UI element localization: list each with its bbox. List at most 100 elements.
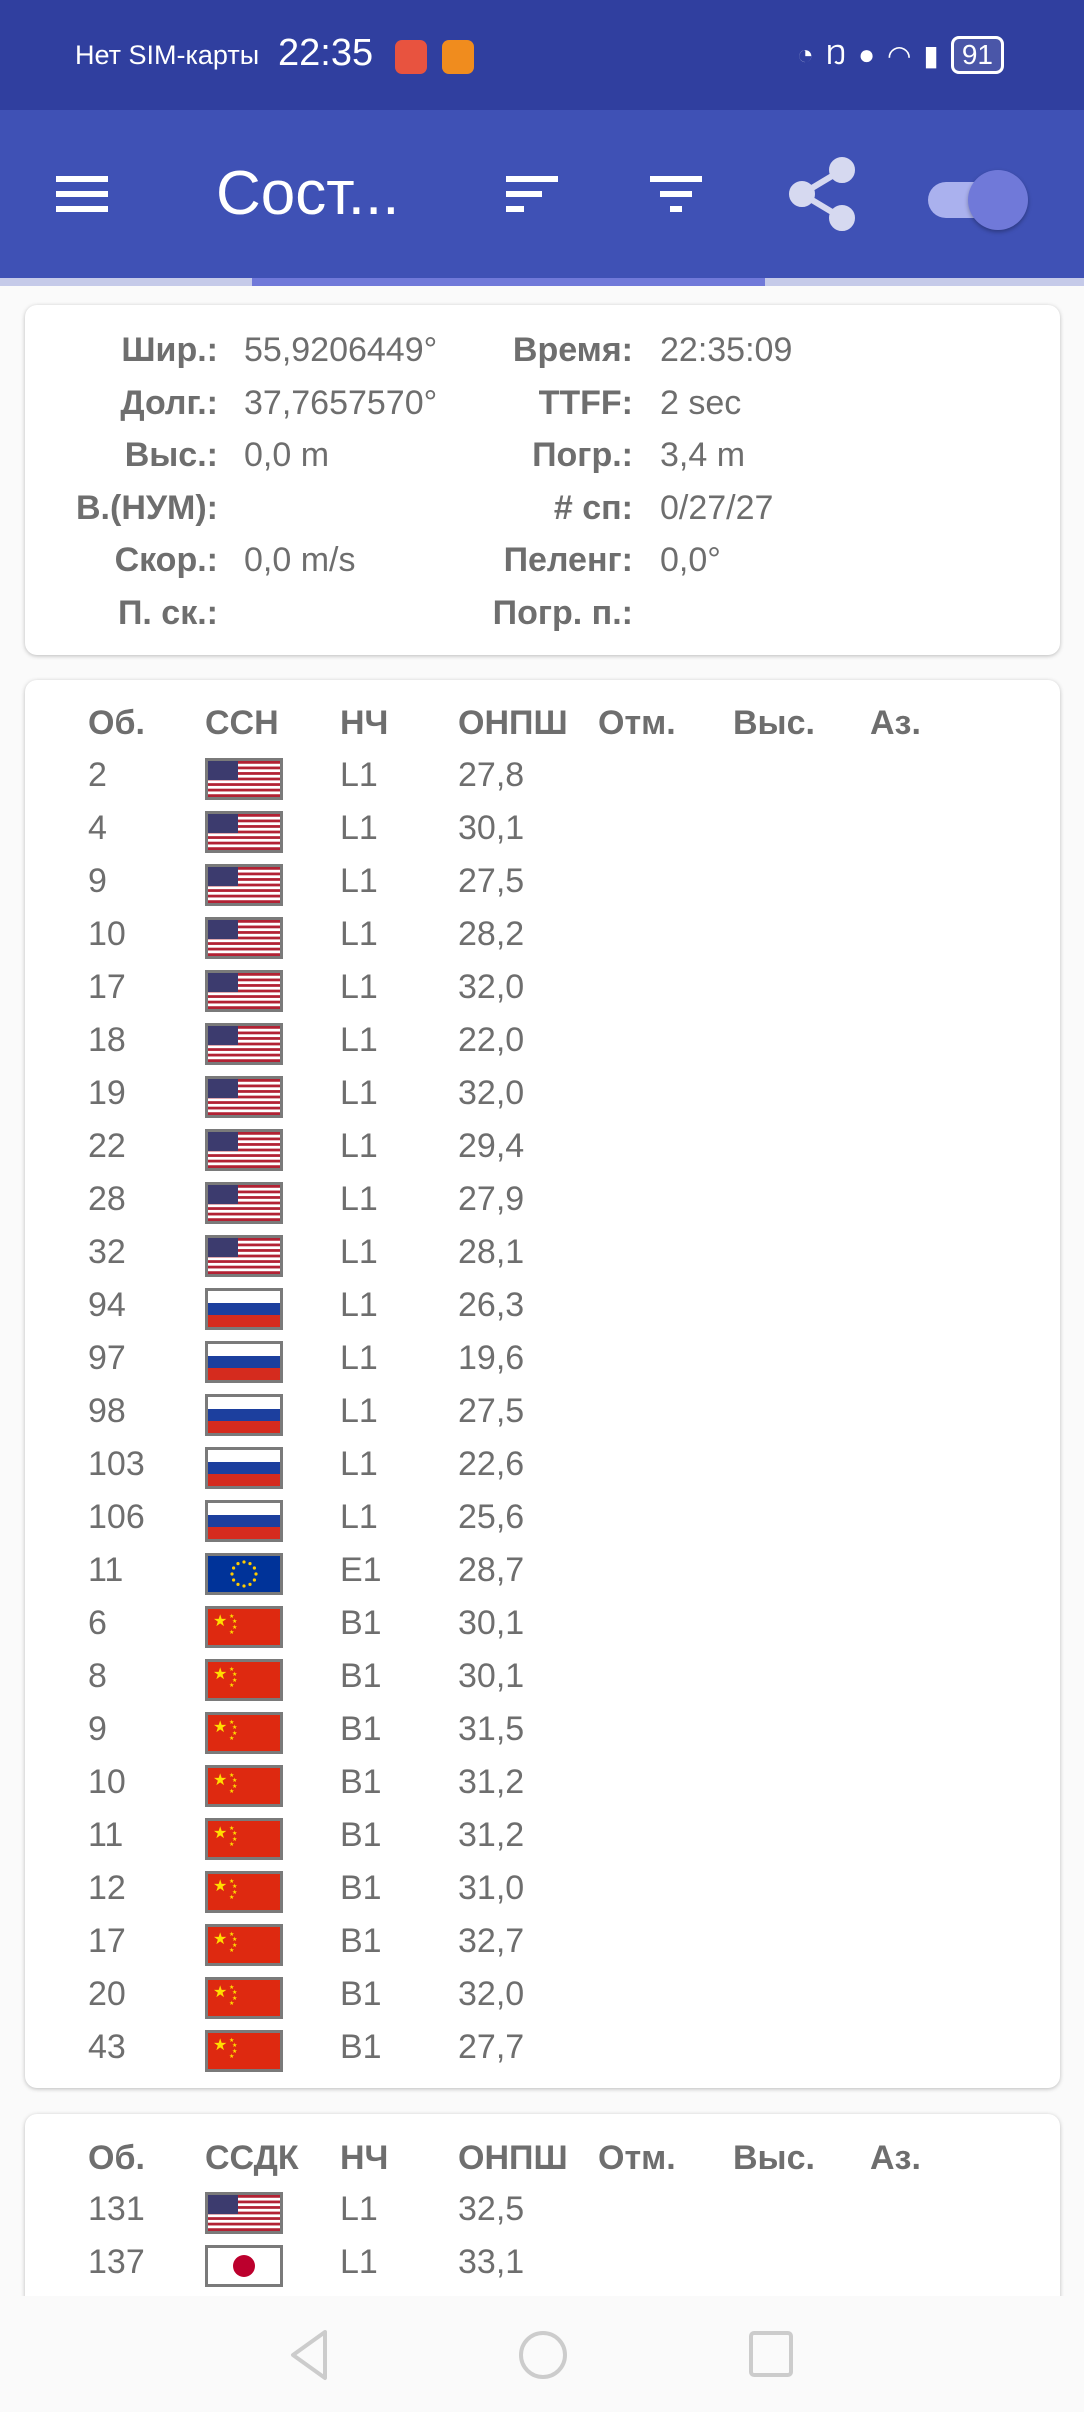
table-row[interactable]: 32 L1 28,1 bbox=[25, 1233, 1060, 1283]
svg-text:★: ★ bbox=[232, 1995, 237, 2002]
satellite-id: 98 bbox=[88, 1392, 126, 1430]
table-row[interactable]: 12 ★ ★ ★ ★ ★ B1 31,0 bbox=[25, 1869, 1060, 1919]
svg-text:★: ★ bbox=[232, 1942, 237, 1949]
back-icon[interactable] bbox=[285, 2328, 335, 2382]
frequency-band: B1 bbox=[340, 1816, 382, 1854]
satellite-id: 97 bbox=[88, 1339, 126, 1377]
table-row[interactable]: 8 ★ ★ ★ ★ ★ B1 30,1 bbox=[25, 1657, 1060, 1707]
svg-text:★: ★ bbox=[213, 1984, 227, 2001]
fix-label: Долг.: bbox=[120, 383, 218, 422]
table-row[interactable]: 98 L1 27,5 bbox=[25, 1392, 1060, 1442]
fix-info-card: Шир.: 55,9206449° Долг.: 37,7657570° Выс.: 0,… bbox=[25, 305, 1060, 655]
column-header: ОНПШ bbox=[458, 704, 568, 742]
svg-text:★: ★ bbox=[229, 1841, 234, 1848]
column-header: Аз. bbox=[870, 2139, 921, 2177]
svg-text:★: ★ bbox=[232, 1836, 237, 1843]
frequency-band: L1 bbox=[340, 756, 378, 794]
table-row[interactable]: 11 ★ ★ ★ ★ ★ B1 31,2 bbox=[25, 1816, 1060, 1866]
frequency-band: B1 bbox=[340, 1869, 382, 1907]
tab-indicator[interactable] bbox=[252, 278, 765, 286]
sort-icon[interactable] bbox=[502, 164, 562, 224]
svg-text:★: ★ bbox=[229, 2000, 234, 2007]
toggle-switch[interactable] bbox=[928, 170, 1028, 230]
table-row[interactable]: 19 L1 32,0 bbox=[25, 1074, 1060, 1124]
cn0-value: 31,0 bbox=[458, 1869, 525, 1907]
fix-label: Время: bbox=[512, 331, 633, 369]
share-icon[interactable] bbox=[786, 156, 858, 232]
table-row[interactable]: 9 L1 27,5 bbox=[25, 862, 1060, 912]
svg-text:★: ★ bbox=[232, 1830, 237, 1837]
fix-value: 0,0° bbox=[660, 541, 721, 579]
cn0-value: 32,0 bbox=[458, 1074, 525, 1112]
filter-icon[interactable] bbox=[646, 164, 706, 224]
table-row[interactable]: 22 L1 29,4 bbox=[25, 1127, 1060, 1177]
table-row[interactable]: 28 L1 27,9 bbox=[25, 1180, 1060, 1230]
cn0-value: 33,1 bbox=[458, 2243, 525, 2281]
satellite-id: 131 bbox=[88, 2190, 145, 2228]
satellite-id: 17 bbox=[88, 968, 126, 1006]
svg-text:★: ★ bbox=[232, 1783, 237, 1790]
table-row[interactable]: 43 ★ ★ ★ ★ ★ B1 27,7 bbox=[25, 2028, 1060, 2078]
flag-us-icon bbox=[205, 811, 283, 853]
table-row[interactable]: 4 L1 30,1 bbox=[25, 809, 1060, 859]
speedometer-icon: ◔ bbox=[796, 39, 814, 70]
table-row[interactable]: 106 L1 25,6 bbox=[25, 1498, 1060, 1548]
menu-icon[interactable] bbox=[52, 164, 112, 224]
column-header: Об. bbox=[88, 2139, 145, 2177]
column-header: Отм. bbox=[598, 2139, 676, 2177]
fix-value: 0,0 m/s bbox=[244, 541, 356, 579]
flag-ru-icon bbox=[205, 1288, 283, 1330]
frequency-band: L1 bbox=[340, 862, 378, 900]
cn0-value: 30,1 bbox=[458, 1657, 525, 1695]
fix-label: В.(НУМ): bbox=[76, 488, 218, 527]
frequency-band: L1 bbox=[340, 1074, 378, 1112]
column-header: Отм. bbox=[598, 704, 676, 742]
svg-text:★: ★ bbox=[232, 1618, 237, 1625]
flag-us-icon bbox=[205, 758, 283, 800]
table-row[interactable]: 17 ★ ★ ★ ★ ★ B1 32,7 bbox=[25, 1922, 1060, 1972]
satellite-id: 17 bbox=[88, 1922, 126, 1960]
fix-label: Пеленг: bbox=[503, 541, 633, 579]
table-row[interactable]: 18 L1 22,0 bbox=[25, 1021, 1060, 1071]
satellite-id: 137 bbox=[88, 2243, 145, 2281]
cn0-value: 26,3 bbox=[458, 1286, 525, 1324]
cn0-value: 29,4 bbox=[458, 1127, 525, 1165]
table-row[interactable]: 103 L1 22,6 bbox=[25, 1445, 1060, 1495]
table-row[interactable]: 97 L1 19,6 bbox=[25, 1339, 1060, 1389]
fix-value: 3,4 m bbox=[660, 436, 746, 474]
table-row[interactable]: 9 ★ ★ ★ ★ ★ B1 31,5 bbox=[25, 1710, 1060, 1760]
table-row[interactable]: 94 L1 26,3 bbox=[25, 1286, 1060, 1336]
frequency-band: L1 bbox=[340, 1339, 378, 1377]
satellite-id: 43 bbox=[88, 2028, 126, 2066]
svg-text:★: ★ bbox=[229, 1613, 234, 1620]
fix-label: TTFF: bbox=[538, 383, 633, 422]
table-row[interactable]: 11 E1 28,7 bbox=[25, 1551, 1060, 1601]
cn0-value: 27,5 bbox=[458, 862, 525, 900]
table-row[interactable]: 10 ★ ★ ★ ★ ★ B1 31,2 bbox=[25, 1763, 1060, 1813]
svg-text:★: ★ bbox=[229, 1878, 234, 1885]
column-header: ССДК bbox=[205, 2139, 299, 2177]
table-row[interactable]: 20 ★ ★ ★ ★ ★ B1 32,0 bbox=[25, 1975, 1060, 2025]
flag-us-icon bbox=[205, 1076, 283, 1118]
recents-icon[interactable] bbox=[746, 2328, 796, 2382]
home-icon[interactable] bbox=[516, 2328, 570, 2382]
table-row[interactable]: 6 ★ ★ ★ ★ ★ B1 30,1 bbox=[25, 1604, 1060, 1654]
flag-cn-icon: ★ ★ ★ ★ ★ bbox=[205, 1659, 283, 1701]
table-row[interactable]: 137 L1 33,1 bbox=[25, 2243, 1060, 2293]
svg-text:★: ★ bbox=[232, 1677, 237, 1684]
frequency-band: L1 bbox=[340, 809, 378, 847]
svg-text:★: ★ bbox=[229, 1682, 234, 1689]
table-row[interactable]: 2 L1 27,8 bbox=[25, 756, 1060, 806]
fix-value: 0/27/27 bbox=[660, 488, 774, 527]
cn0-value: 32,0 bbox=[458, 1975, 525, 2013]
wifi-icon: ◠ bbox=[886, 39, 912, 71]
svg-text:★: ★ bbox=[229, 1666, 234, 1673]
table-row[interactable]: 17 L1 32,0 bbox=[25, 968, 1060, 1018]
cn0-value: 28,1 bbox=[458, 1233, 525, 1271]
svg-text:★: ★ bbox=[213, 2037, 227, 2054]
table-row[interactable]: 10 L1 28,2 bbox=[25, 915, 1060, 965]
table-row[interactable]: 131 L1 32,5 bbox=[25, 2190, 1060, 2240]
flag-us-icon bbox=[205, 1129, 283, 1171]
cn0-value: 19,6 bbox=[458, 1339, 525, 1377]
column-header: ССН bbox=[205, 704, 279, 742]
